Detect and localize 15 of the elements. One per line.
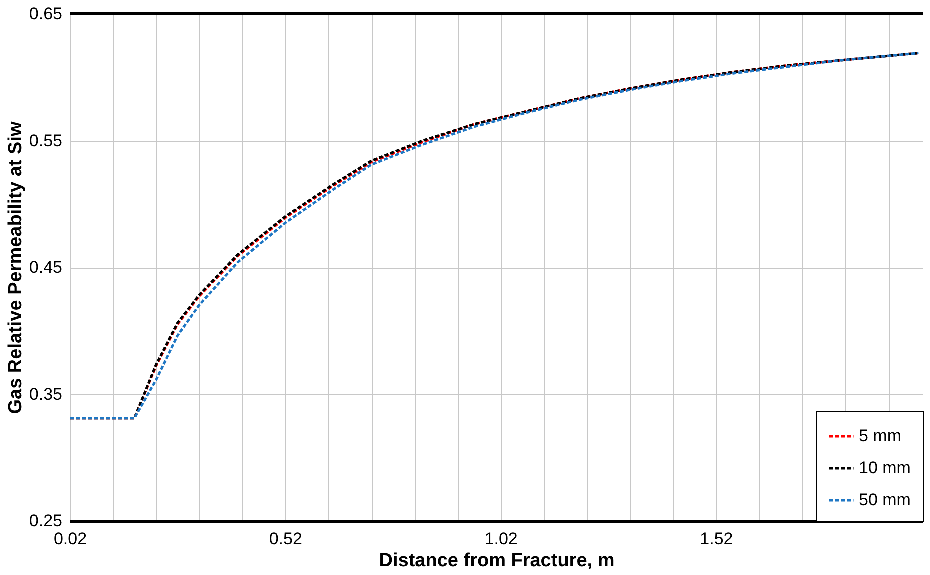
x-tick-label: 1.52 (700, 530, 734, 548)
line-series (68, 52, 920, 420)
y-tick-label: 0.25 (29, 512, 62, 530)
y-axis-title: Gas Relative Permeability at Siw (5, 122, 26, 414)
legend-label: 50 mm (859, 490, 911, 510)
y-tick-label: 0.45 (29, 258, 62, 277)
legend-label: 10 mm (859, 458, 911, 478)
x-tick-label: 1.02 (484, 530, 518, 548)
x-tick-label: 0.52 (269, 530, 302, 548)
y-tick-label: 0.65 (29, 4, 62, 24)
x-tick-label: 0.02 (54, 530, 88, 548)
legend-label: 5 mm (859, 426, 902, 446)
x-axis-title: Distance from Fracture, m (379, 550, 615, 572)
y-tick-label: 0.35 (29, 384, 62, 404)
y-tick-label: 0.55 (29, 131, 62, 150)
